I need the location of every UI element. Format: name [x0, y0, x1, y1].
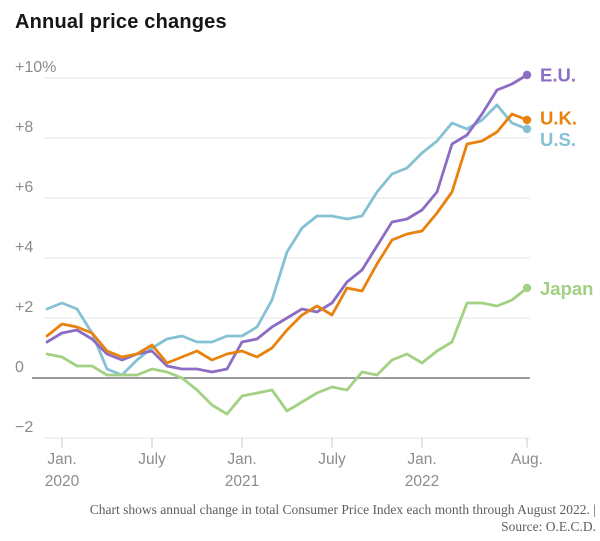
- series-label-japan: Japan: [540, 278, 593, 299]
- x-axis-tick-year: 2022: [405, 473, 439, 490]
- x-axis-tick-year: 2020: [45, 473, 80, 490]
- x-axis-tick-label: July: [318, 451, 346, 468]
- y-axis-tick-label: +6: [15, 179, 33, 196]
- x-axis-tick-label: Aug.: [511, 451, 543, 468]
- chart-title: Annual price changes: [15, 11, 227, 33]
- x-axis-tick-label: Jan.: [407, 451, 436, 468]
- series-endpoint-us: [522, 124, 532, 134]
- series-line-japan: [45, 286, 529, 416]
- chart-footnote: Chart shows annual change in total Consu…: [10, 501, 596, 535]
- x-axis-tick-label: Jan.: [227, 451, 256, 468]
- x-axis-tick-label: July: [138, 451, 166, 468]
- series-label-eu: E.U.: [540, 65, 576, 86]
- series-endpoint-uk: [522, 115, 532, 125]
- source-text: Source: O.E.C.D.: [501, 519, 596, 534]
- y-axis-tick-label: −2: [15, 419, 33, 436]
- y-axis-tick-label: +8: [15, 119, 33, 136]
- y-axis-tick-label: +2: [15, 299, 33, 316]
- series-line-us: [45, 103, 529, 377]
- series-line-uk: [45, 112, 529, 365]
- series-endpoint-japan: [522, 283, 532, 293]
- y-axis-tick-label: 0: [15, 359, 24, 376]
- series-label-uk: U.K.: [540, 108, 577, 129]
- x-axis-tick-label: Jan.: [47, 451, 76, 468]
- y-axis-tick-label: +10%: [15, 59, 56, 76]
- series-endpoint-eu: [522, 70, 532, 80]
- y-axis-tick-label: +4: [15, 239, 33, 256]
- x-axis-tick-year: 2021: [225, 473, 259, 490]
- series-label-us: U.S.: [540, 129, 576, 150]
- series-line-eu: [45, 73, 529, 374]
- footnote-text: Chart shows annual change in total Consu…: [89, 502, 596, 517]
